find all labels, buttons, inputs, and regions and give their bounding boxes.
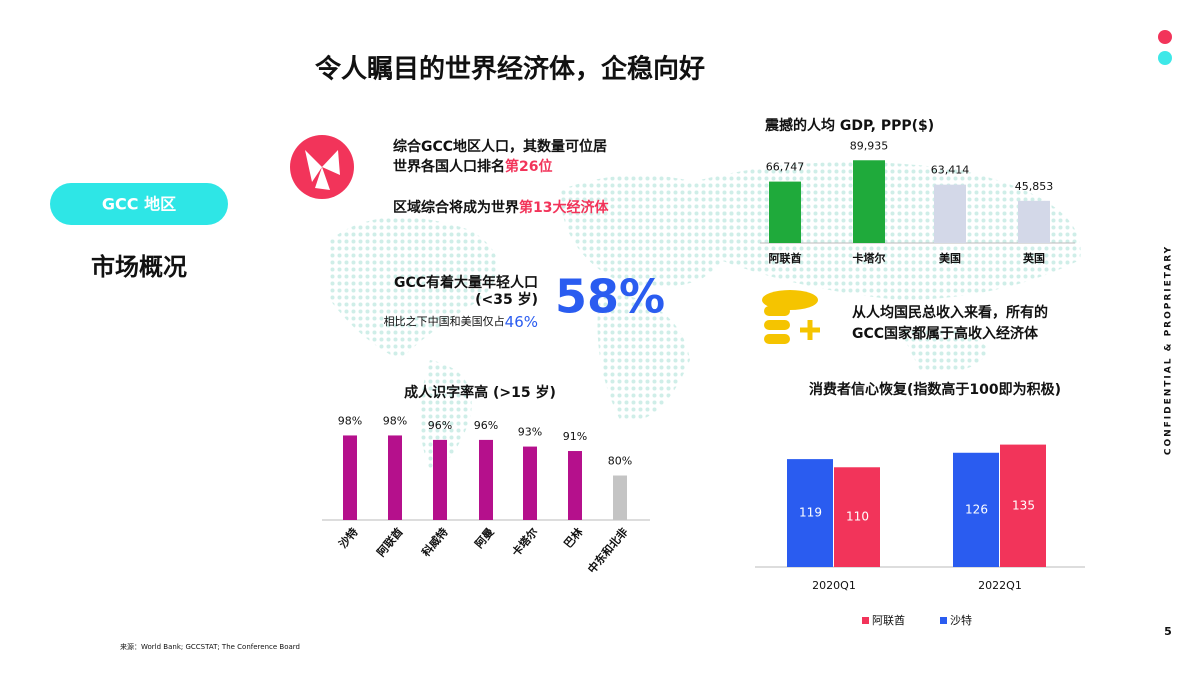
- x-tick-label: 阿联酋: [374, 525, 406, 559]
- comparison-text: 相比之下中国和美国仅占: [384, 314, 505, 328]
- value-label: 96%: [474, 419, 498, 432]
- population-text: 世界各国人口排名: [393, 158, 505, 175]
- people-icon: [290, 135, 354, 199]
- bar: [1018, 200, 1050, 243]
- coin-icon: [762, 290, 820, 344]
- value-label: 119: [799, 506, 822, 520]
- value-label: 110: [846, 510, 869, 524]
- bar: [834, 467, 880, 567]
- world-map: [330, 162, 1081, 470]
- x-tick-label: 卡塔尔: [853, 251, 886, 265]
- income-line1: 从人均国民总收入来看，所有的: [852, 304, 1048, 321]
- bar: [433, 439, 447, 520]
- value-label: 91%: [563, 430, 587, 443]
- dot-red: [1158, 30, 1172, 44]
- bar: [934, 184, 966, 243]
- x-tick-label: 英国: [1022, 251, 1045, 265]
- chart-title: 消费者信心恢复(指数高于100即为积极): [809, 381, 1061, 398]
- x-tick-label: 美国: [939, 251, 961, 265]
- bar: [343, 435, 357, 520]
- economy: 区域综合将成为世界第13大经济体: [393, 199, 609, 216]
- legend-label: 阿联酋: [872, 613, 905, 627]
- bar: [953, 452, 999, 567]
- bar: [787, 459, 833, 567]
- x-tick-label: 2022Q1: [978, 579, 1022, 592]
- bar: [853, 160, 885, 243]
- youth-comparison: 相比之下中国和美国仅占46%: [384, 313, 538, 331]
- slide-title: 令人瞩目的世界经济体，企稳向好: [315, 54, 705, 85]
- tag: GCC 地区: [102, 195, 176, 214]
- bar: [568, 451, 582, 520]
- value-label: 96%: [428, 419, 452, 432]
- x-tick-label: 阿联酋: [769, 251, 802, 265]
- value-label: 135: [1012, 498, 1035, 512]
- source: 来源：World Bank; GCCSTAT; The Conference B…: [120, 642, 300, 651]
- income-line2: GCC国家都属于高收入经济体: [852, 325, 1039, 342]
- youth-age: (<35 岁): [475, 291, 538, 308]
- population-line1: 综合GCC地区人口，其数量可位居: [393, 138, 607, 155]
- legend-swatch: [940, 617, 947, 624]
- youth-headline: GCC有着大量年轻人口: [394, 274, 538, 291]
- value-label: 66,747: [766, 161, 805, 174]
- x-tick-label: 中东和北非: [585, 525, 631, 576]
- tag-pill: [50, 183, 228, 225]
- section: 市场概况: [91, 253, 187, 281]
- bar: [769, 181, 801, 243]
- value-label: 89,935: [850, 139, 889, 152]
- x-tick-label: 巴林: [561, 525, 586, 551]
- economy-highlight: 第13大经济体: [519, 199, 609, 216]
- x-tick-label: 2020Q1: [812, 579, 856, 592]
- youth-share: 58%: [555, 270, 665, 324]
- value-label: 98%: [383, 414, 407, 427]
- page-number: 5: [1164, 625, 1172, 638]
- value-label: 63,414: [931, 164, 970, 177]
- x-tick-label: 阿曼: [472, 525, 497, 551]
- bar: [523, 446, 537, 520]
- value-label: 126: [965, 502, 988, 516]
- bar: [613, 475, 627, 520]
- value-label: 80%: [608, 455, 632, 468]
- comparison-share: 46%: [505, 313, 538, 331]
- bar: [479, 439, 493, 520]
- x-tick-label: 科威特: [419, 525, 451, 559]
- legend-label: 沙特: [950, 613, 972, 627]
- bar: [388, 435, 402, 520]
- side-label: CONFIDENTIAL & PROPRIETARY: [1164, 245, 1174, 455]
- population-line2: 世界各国人口排名第26位: [393, 158, 552, 175]
- value-label: 98%: [338, 414, 362, 427]
- x-tick-label: 卡塔尔: [509, 525, 541, 559]
- x-tick-label: 沙特: [336, 525, 361, 551]
- chart-title: 成人识字率高 (>15 岁): [404, 384, 556, 401]
- chart-title: 震撼的人均 GDP, PPP($): [764, 117, 934, 134]
- bar: [1000, 444, 1046, 567]
- value-label: 93%: [518, 426, 542, 439]
- value-label: 45,853: [1015, 180, 1054, 193]
- legend-swatch: [862, 617, 869, 624]
- economy-text: 区域综合将成为世界: [393, 199, 520, 216]
- dot-cyan: [1158, 51, 1172, 65]
- population-highlight: 第26位: [505, 158, 552, 175]
